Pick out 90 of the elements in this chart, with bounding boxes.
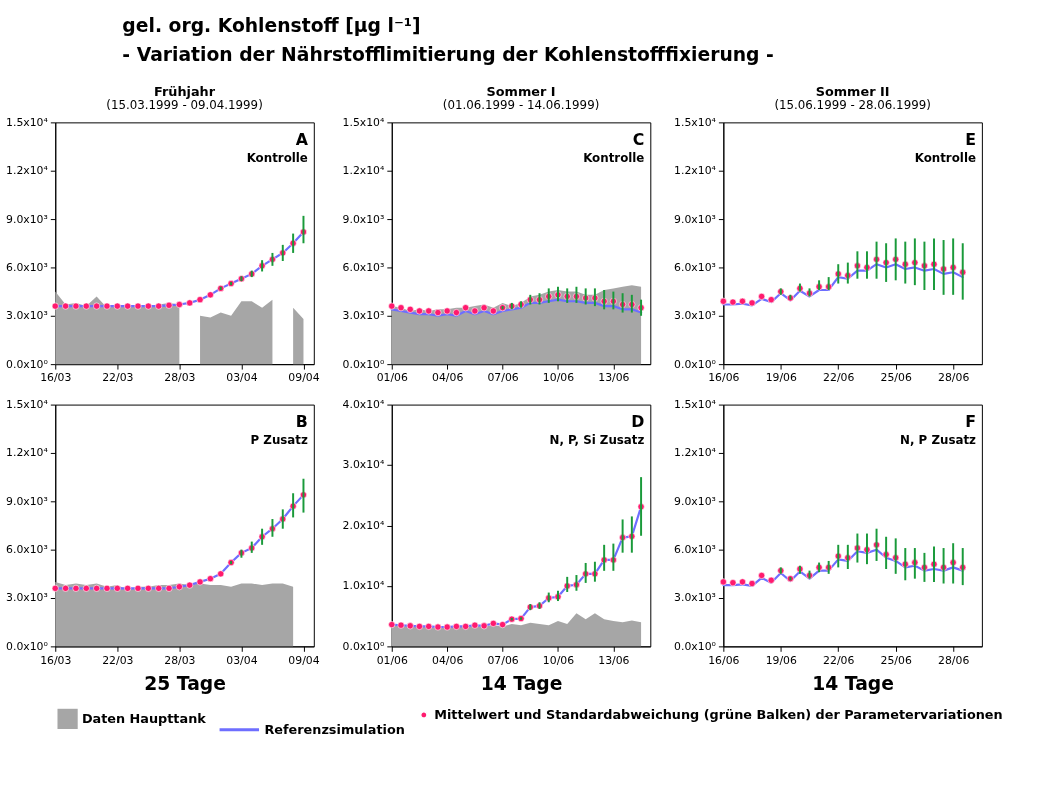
x-tick-label: 19/06 xyxy=(765,653,798,667)
annotation: Kontrolle xyxy=(914,150,976,165)
annotation: Kontrolle xyxy=(583,150,645,165)
x-tick-label: 16/03 xyxy=(40,653,72,667)
y-tick-label: 3.0x10⁴ xyxy=(342,458,385,472)
x-axis-title: 25 Tage xyxy=(144,673,226,695)
x-tick-label: 09/04 xyxy=(288,653,320,667)
x-axis-title: 14 Tage xyxy=(480,673,563,695)
x-tick-label: 01/06 xyxy=(376,371,408,385)
chart-title: Sommer II xyxy=(815,83,890,99)
y-tick-label: 3.0x10³ xyxy=(674,591,716,605)
y-tick-label: 1.5x10⁴ xyxy=(674,398,716,412)
chart-title: Frühjahr xyxy=(154,83,216,99)
y-tick-label: 6.0x10³ xyxy=(674,543,716,557)
x-tick-label: 04/06 xyxy=(432,653,464,667)
y-tick-label: 0.0x10⁰ xyxy=(6,357,48,371)
x-tick-label: 09/04 xyxy=(288,371,320,385)
x-tick-label: 19/06 xyxy=(765,371,798,385)
x-tick-label: 04/06 xyxy=(432,371,464,385)
y-tick-label: 1.2x10⁴ xyxy=(6,446,48,460)
x-tick-label: 07/06 xyxy=(487,653,519,667)
y-tick-label: 1.2x10⁴ xyxy=(6,164,48,178)
text: - Variation der Nährstofflimitierung der Kohlenstofffixierung - xyxy=(122,44,774,66)
x-tick-label: 03/04 xyxy=(226,371,258,385)
legend-label: Daten Haupttank xyxy=(81,710,207,726)
y-tick-label: 9.0x10³ xyxy=(674,494,716,508)
y-tick-label: 9.0x10³ xyxy=(6,494,48,508)
y-tick-label: 3.0x10³ xyxy=(674,309,716,323)
annotation: A xyxy=(295,130,309,150)
y-tick-label: 1.5x10⁴ xyxy=(342,115,385,129)
y-tick-label: 6.0x10³ xyxy=(674,260,716,274)
x-tick-label: 28/03 xyxy=(164,653,196,667)
x-tick-label: 22/03 xyxy=(102,371,134,385)
x-tick-label: 22/06 xyxy=(823,371,855,385)
y-tick-label: 1.0x10⁴ xyxy=(342,579,385,593)
y-tick-label: 6.0x10³ xyxy=(6,260,48,274)
y-tick-label: 9.0x10³ xyxy=(6,212,48,226)
annotation: F xyxy=(965,412,976,432)
y-tick-label: 0.0x10⁰ xyxy=(674,357,716,371)
x-tick-label: 01/06 xyxy=(376,653,408,667)
annotation: N, P Zusatz xyxy=(900,433,977,448)
y-tick-label: 0.0x10⁰ xyxy=(6,639,48,653)
x-tick-label: 16/03 xyxy=(40,371,72,385)
x-tick-label: 07/06 xyxy=(487,371,519,385)
y-tick-label: 6.0x10³ xyxy=(6,543,48,557)
annotation: N, P, Si Zusatz xyxy=(549,433,645,448)
annotation: C xyxy=(632,130,645,150)
y-tick-label: 1.5x10⁴ xyxy=(6,115,48,129)
x-tick-label: 13/06 xyxy=(598,653,630,667)
x-tick-label: 28/06 xyxy=(938,653,970,667)
x-tick-label: 10/06 xyxy=(542,371,575,385)
text: gel. org. Kohlenstoff [µg l⁻¹] xyxy=(122,14,421,36)
x-tick-label: 25/06 xyxy=(880,371,912,385)
chart-subtitle: (15.06.1999 - 28.06.1999) xyxy=(774,97,931,112)
y-tick-label: 2.0x10⁴ xyxy=(342,518,385,532)
y-tick-label: 4.0x10⁴ xyxy=(342,398,385,412)
y-tick-label: 0.0x10⁰ xyxy=(342,639,385,653)
x-tick-label: 22/03 xyxy=(102,653,134,667)
x-tick-label: 25/06 xyxy=(880,653,912,667)
y-tick-label: 1.5x10⁴ xyxy=(674,115,716,129)
legend-label: Referenzsimulation xyxy=(264,721,405,737)
chart-subtitle: (01.06.1999 - 14.06.1999) xyxy=(442,97,600,112)
y-tick-label: 3.0x10³ xyxy=(342,309,385,323)
x-tick-label: 16/06 xyxy=(708,653,740,667)
y-tick-label: 3.0x10³ xyxy=(6,309,48,323)
annotation: E xyxy=(965,130,976,150)
y-tick-label: 1.5x10⁴ xyxy=(6,398,48,412)
y-tick-label: 1.2x10⁴ xyxy=(674,446,716,460)
annotation: Kontrolle xyxy=(246,150,308,165)
legend-label: Mittelwert und Standardabweichung (grüne Balken) der Parametervariationen xyxy=(434,706,1003,722)
x-tick-label: 28/06 xyxy=(938,371,970,385)
y-tick-label: 0.0x10⁰ xyxy=(342,357,385,371)
x-tick-label: 13/06 xyxy=(598,371,630,385)
y-tick-label: 9.0x10³ xyxy=(342,212,385,226)
chart-title: Sommer I xyxy=(486,83,556,99)
y-tick-label: 1.2x10⁴ xyxy=(674,164,716,178)
x-tick-label: 28/03 xyxy=(164,371,196,385)
y-tick-label: 6.0x10³ xyxy=(342,260,385,274)
x-tick-label: 16/06 xyxy=(708,371,740,385)
y-tick-label: 3.0x10³ xyxy=(6,591,48,605)
y-tick-label: 9.0x10³ xyxy=(674,212,716,226)
annotation: B xyxy=(295,412,308,432)
x-tick-label: 22/06 xyxy=(823,653,855,667)
x-tick-label: 10/06 xyxy=(542,653,575,667)
y-tick-label: 1.2x10⁴ xyxy=(342,164,385,178)
x-tick-label: 03/04 xyxy=(226,653,258,667)
annotation: P Zusatz xyxy=(250,433,308,448)
x-axis-title: 14 Tage xyxy=(812,673,894,695)
y-tick-label: 0.0x10⁰ xyxy=(674,639,716,653)
annotation: D xyxy=(631,412,645,432)
